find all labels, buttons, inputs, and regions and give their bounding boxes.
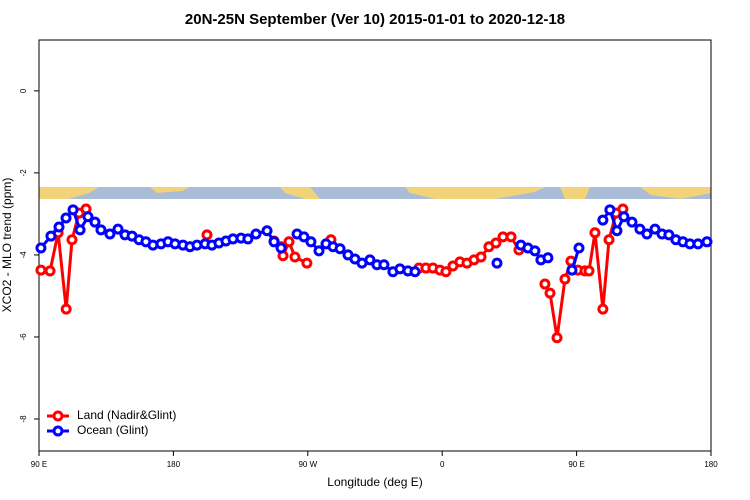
map-strip xyxy=(39,187,711,203)
data-point xyxy=(60,303,72,315)
data-point xyxy=(542,252,554,264)
data-point xyxy=(505,231,517,243)
data-point xyxy=(313,245,325,257)
series xyxy=(35,203,629,344)
data-point xyxy=(74,224,86,236)
data-point xyxy=(67,204,79,216)
data-point xyxy=(283,236,295,248)
data-point xyxy=(539,278,551,290)
data-point xyxy=(573,242,585,254)
data-point xyxy=(242,233,254,245)
data-point xyxy=(305,236,317,248)
y-tick-label: -4 xyxy=(19,251,28,259)
data-point xyxy=(589,227,601,239)
data-point xyxy=(35,264,47,276)
data-point xyxy=(44,265,56,277)
data-point xyxy=(53,221,65,233)
data-point xyxy=(604,204,616,216)
x-tick-label: 90 E xyxy=(31,460,47,469)
data-point xyxy=(289,251,301,263)
data-point xyxy=(490,237,502,249)
y-tick-label: -8 xyxy=(19,415,28,423)
x-axis-label: Longitude (deg E) xyxy=(327,475,422,489)
data-point xyxy=(298,231,310,243)
data-point xyxy=(692,238,704,250)
data-point xyxy=(301,257,313,269)
data-point xyxy=(268,236,280,248)
data-point xyxy=(35,242,47,254)
legend-label: Ocean (Glint) xyxy=(77,423,148,437)
data-point xyxy=(440,266,452,278)
y-axis-label: XCO2 - MLO trend (ppm) xyxy=(0,178,14,313)
data-point xyxy=(529,245,541,257)
y-tick-label: -6 xyxy=(19,333,28,341)
data-point xyxy=(641,228,653,240)
x-tick-label: 180 xyxy=(167,460,181,469)
data-point xyxy=(409,266,421,278)
data-point xyxy=(701,236,713,248)
data-point xyxy=(603,234,615,246)
legend-marker xyxy=(52,425,64,437)
data-point xyxy=(261,225,273,237)
data-point xyxy=(597,214,609,226)
data-point xyxy=(611,225,623,237)
legend: Land (Nadir&Glint)Ocean (Glint) xyxy=(47,408,176,437)
chart-title: 20N-25N September (Ver 10) 2015-01-01 to… xyxy=(185,11,565,28)
legend-marker xyxy=(52,410,64,422)
data-point xyxy=(649,223,661,235)
y-tick-label: 0 xyxy=(19,88,28,93)
data-point xyxy=(663,229,675,241)
series xyxy=(35,204,713,278)
data-point xyxy=(597,303,609,315)
data-point xyxy=(66,234,78,246)
data-point xyxy=(89,216,101,228)
x-tick-label: 0 xyxy=(440,460,445,469)
data-point xyxy=(275,242,287,254)
data-point xyxy=(112,223,124,235)
data-point xyxy=(544,287,556,299)
data-point xyxy=(618,211,630,223)
data-point xyxy=(201,229,213,241)
data-point xyxy=(334,243,346,255)
data-point xyxy=(551,332,563,344)
data-point xyxy=(583,265,595,277)
data-point xyxy=(475,251,487,263)
data-point xyxy=(95,224,107,236)
x-tick-label: 90 W xyxy=(298,460,317,469)
data-point xyxy=(634,223,646,235)
data-point xyxy=(104,228,116,240)
legend-label: Land (Nadir&Glint) xyxy=(77,408,176,422)
data-point xyxy=(82,211,94,223)
data-point xyxy=(45,230,57,242)
data-point xyxy=(364,254,376,266)
x-tick-label: 180 xyxy=(704,460,718,469)
data-point xyxy=(559,273,571,285)
y-tick-label: -2 xyxy=(19,169,28,177)
data-point xyxy=(566,264,578,276)
data-point xyxy=(60,212,72,224)
data-point xyxy=(250,228,262,240)
data-point xyxy=(626,216,638,228)
x-tick-label: 90 E xyxy=(568,460,584,469)
data-point xyxy=(378,259,390,271)
data-point xyxy=(491,257,503,269)
